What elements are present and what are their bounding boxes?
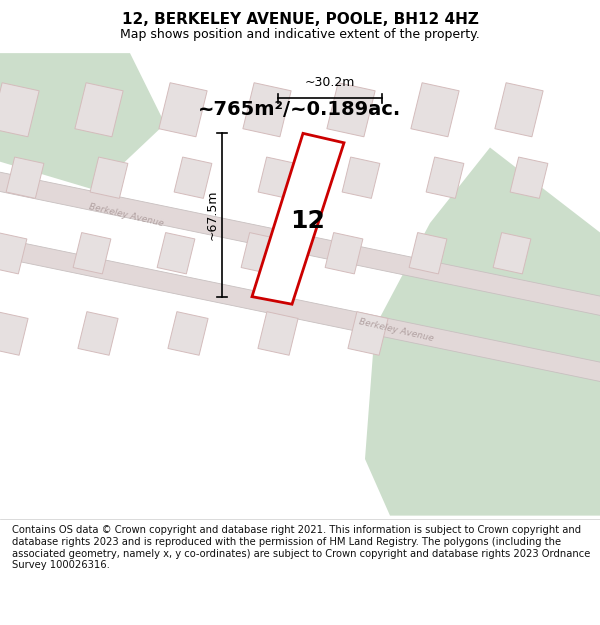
Polygon shape (0, 53, 165, 190)
Polygon shape (258, 157, 296, 198)
Polygon shape (0, 82, 39, 137)
Polygon shape (6, 157, 44, 198)
Polygon shape (0, 232, 27, 274)
Text: ~67.5m: ~67.5m (205, 190, 218, 240)
Polygon shape (157, 232, 195, 274)
Text: Map shows position and indicative extent of the property.: Map shows position and indicative extent… (120, 28, 480, 41)
Polygon shape (0, 234, 600, 385)
Polygon shape (495, 82, 543, 137)
Polygon shape (327, 82, 375, 137)
Polygon shape (342, 157, 380, 198)
Polygon shape (426, 157, 464, 198)
Polygon shape (411, 82, 459, 137)
Polygon shape (409, 232, 447, 274)
Polygon shape (325, 232, 363, 274)
Polygon shape (510, 157, 548, 198)
Polygon shape (0, 169, 600, 319)
Polygon shape (365, 148, 600, 516)
Polygon shape (78, 312, 118, 355)
Text: ~30.2m: ~30.2m (305, 76, 355, 89)
Polygon shape (258, 312, 298, 355)
Polygon shape (174, 157, 212, 198)
Text: Contains OS data © Crown copyright and database right 2021. This information is : Contains OS data © Crown copyright and d… (12, 526, 590, 570)
Polygon shape (252, 133, 344, 304)
Text: ~765m²/~0.189ac.: ~765m²/~0.189ac. (199, 100, 401, 119)
Polygon shape (90, 157, 128, 198)
Text: 12: 12 (290, 209, 325, 233)
Text: 12, BERKELEY AVENUE, POOLE, BH12 4HZ: 12, BERKELEY AVENUE, POOLE, BH12 4HZ (122, 12, 478, 27)
Polygon shape (493, 232, 531, 274)
Polygon shape (0, 312, 28, 355)
Polygon shape (241, 232, 279, 274)
Polygon shape (73, 232, 111, 274)
Text: Berkeley Avenue: Berkeley Avenue (88, 202, 164, 229)
Polygon shape (348, 312, 388, 355)
Polygon shape (243, 82, 291, 137)
Polygon shape (159, 82, 207, 137)
Text: Berkeley Avenue: Berkeley Avenue (358, 318, 434, 344)
Polygon shape (75, 82, 123, 137)
Polygon shape (168, 312, 208, 355)
